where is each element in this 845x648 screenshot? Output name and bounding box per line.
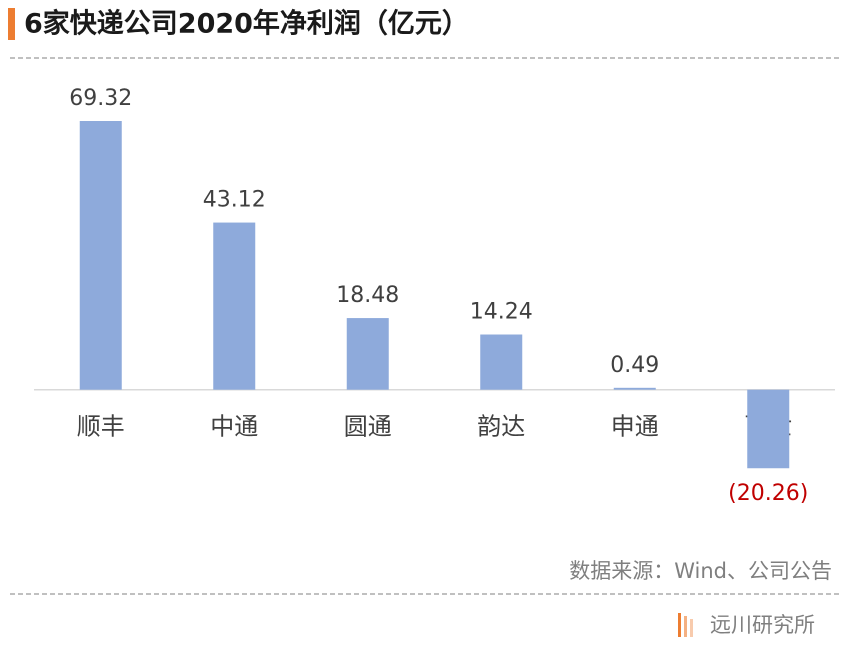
title-marker — [8, 8, 15, 40]
bar — [79, 120, 122, 390]
x-tick-label: 申通 — [611, 413, 659, 441]
bar — [213, 222, 256, 390]
brand-logo — [678, 613, 693, 637]
brand-name: 远川研究所 — [710, 613, 815, 637]
value-label: 43.12 — [203, 188, 266, 213]
value-label: (20.26) — [728, 481, 808, 506]
value-label: 69.32 — [69, 86, 132, 111]
x-tick-label: 圆通 — [344, 413, 392, 441]
bar — [480, 334, 523, 390]
bar — [346, 318, 389, 390]
bar — [613, 387, 656, 390]
value-label: 18.48 — [336, 283, 399, 308]
value-label: 14.24 — [470, 300, 533, 325]
x-tick-label: 韵达 — [477, 413, 525, 441]
chart-title: 6家快递公司2020年净利润（亿元） — [24, 8, 469, 40]
value-label: 0.49 — [610, 353, 659, 378]
bar — [747, 389, 790, 469]
x-tick-label: 顺丰 — [77, 413, 125, 441]
x-tick-label: 中通 — [210, 413, 258, 441]
source-note: 数据来源：Wind、公司公告 — [569, 559, 832, 583]
